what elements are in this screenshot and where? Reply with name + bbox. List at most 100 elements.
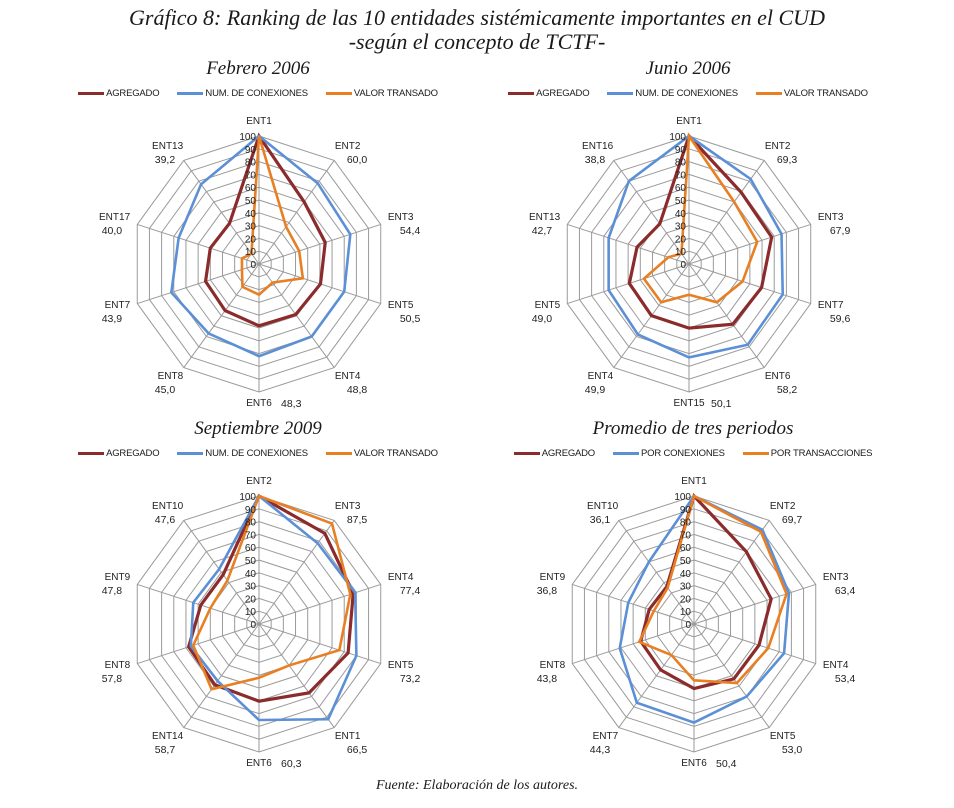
category-label: ENT17 xyxy=(99,212,131,223)
legend-item-agregado: AGREGADO xyxy=(508,88,590,99)
radar-chart: 0102030405060708090100ENT1ENT260,0ENT354… xyxy=(99,116,421,410)
grid-spoke xyxy=(693,623,816,665)
grid-spoke xyxy=(258,623,381,665)
value-label: 49,0 xyxy=(532,313,553,325)
radar-chart: 0102030405060708090100ENT1ENT269,7ENT363… xyxy=(537,476,856,770)
legend-swatch xyxy=(325,452,352,455)
radial-tick-label: 50 xyxy=(680,556,692,567)
radial-tick-label: 50 xyxy=(675,196,687,207)
category-label: ENT4 xyxy=(588,371,614,382)
category-label: ENT4 xyxy=(823,660,849,671)
grid-spoke xyxy=(137,263,260,305)
radial-tick-label: 10 xyxy=(680,607,692,618)
value-label: 36,1 xyxy=(590,514,611,526)
legend-label: VALOR TRANSADO xyxy=(353,88,438,99)
radial-tick-label: 30 xyxy=(245,582,257,593)
legend-swatch xyxy=(613,452,640,455)
value-label: 53,4 xyxy=(835,673,856,685)
grid-spoke xyxy=(688,160,765,265)
series-valor-line xyxy=(642,132,759,304)
value-label: 48,8 xyxy=(347,384,368,396)
legend-swatch xyxy=(508,92,535,95)
legend-label: AGREGADO xyxy=(106,448,160,459)
value-label: 43,9 xyxy=(102,313,123,325)
legend-item-transacciones: POR TRANSACCIONES xyxy=(742,448,873,459)
radial-tick-label: 100 xyxy=(669,132,686,143)
radial-tick-label: 0 xyxy=(250,620,256,631)
radial-tick-label: 20 xyxy=(675,234,687,245)
value-label: 67,9 xyxy=(830,225,851,237)
radial-tick-label: 90 xyxy=(245,505,257,516)
category-label: ENT5 xyxy=(388,300,414,311)
radial-tick-label: 90 xyxy=(675,145,687,156)
category-label: ENT8 xyxy=(105,660,131,671)
figure-title: Gráfico 8: Ranking de las 10 entidades s… xyxy=(129,5,825,30)
value-label: 54,4 xyxy=(400,225,421,237)
value-label: 60,0 xyxy=(347,154,368,166)
legend-item-valor: VALOR TRANSADO xyxy=(325,448,438,459)
legend-swatch xyxy=(325,92,352,95)
category-label: ENT5 xyxy=(770,731,796,742)
grid-spoke xyxy=(258,223,381,265)
legend-item-agregado: AGREGADO xyxy=(78,88,160,99)
category-label: ENT2 xyxy=(765,141,791,152)
radial-tick-label: 90 xyxy=(680,505,692,516)
radial-tick-label: 70 xyxy=(245,170,257,181)
radial-tick-label: 0 xyxy=(680,260,686,271)
legend-label: AGREGADO xyxy=(536,88,590,99)
radar-panel-septiembre-2009: Septiembre 2009 AGREGADO NUM. DE CONEXIO… xyxy=(23,418,493,778)
grid-spoke xyxy=(693,520,770,625)
value-label: 44,3 xyxy=(590,744,611,756)
category-label: ENT3 xyxy=(818,212,844,223)
radial-tick-label: 60 xyxy=(680,543,692,554)
panel-title: Septiembre 2009 xyxy=(194,418,322,439)
value-label: 77,4 xyxy=(400,585,421,597)
radial-tick-label: 100 xyxy=(239,492,256,503)
category-label: ENT4 xyxy=(388,572,414,583)
radial-tick-label: 70 xyxy=(675,170,687,181)
category-label: ENT6 xyxy=(246,398,272,409)
grid-spoke xyxy=(183,263,260,368)
category-label: ENT1 xyxy=(681,476,707,487)
figure-subtitle: -según el concepto de TCTF- xyxy=(348,29,606,54)
grid-spoke xyxy=(572,583,695,625)
radial-tick-label: 60 xyxy=(245,183,257,194)
series-conexiones-line xyxy=(607,134,785,359)
series-agregado-line xyxy=(638,492,773,691)
category-label: ENT1 xyxy=(246,116,272,127)
radar-panel-promedio: Promedio de tres periodos AGREGADO POR C… xyxy=(458,418,928,778)
legend: AGREGADO NUM. DE CONEXIONES VALOR TRANSA… xyxy=(453,88,923,99)
legend-label: VALOR TRANSADO xyxy=(783,88,868,99)
series-conexiones-line xyxy=(618,494,791,724)
legend-label: AGREGADO xyxy=(106,88,160,99)
legend-label: NUM. DE CONEXIONES xyxy=(205,88,308,99)
radial-tick-label: 40 xyxy=(245,569,257,580)
radial-tick-label: 40 xyxy=(675,209,687,220)
value-label: 53,0 xyxy=(782,744,803,756)
legend: AGREGADO NUM. DE CONEXIONES VALOR TRANSA… xyxy=(23,88,493,99)
radial-tick-label: 0 xyxy=(250,260,256,271)
series-conexiones-line xyxy=(169,134,352,358)
radial-tick-label: 50 xyxy=(245,196,257,207)
category-label: ENT9 xyxy=(105,572,131,583)
radial-tick-label: 50 xyxy=(245,556,257,567)
legend-item-agregado: AGREGADO xyxy=(513,448,596,459)
grid-spoke xyxy=(137,623,260,665)
value-label: 73,2 xyxy=(400,673,421,685)
radial-tick-label: 70 xyxy=(680,530,692,541)
legend-item-conexiones: POR CONEXIONES xyxy=(613,448,725,459)
category-label: ENT7 xyxy=(105,300,131,311)
category-label: ENT10 xyxy=(587,501,619,512)
grid-spoke xyxy=(183,623,260,728)
radial-tick-label: 80 xyxy=(680,518,692,529)
grid-spoke xyxy=(688,263,811,305)
legend-label: AGREGADO xyxy=(541,448,596,459)
source-note: Fuente: Elaboración de los autores. xyxy=(375,778,579,793)
legend-label: POR CONEXIONES xyxy=(641,448,725,459)
legend-swatch xyxy=(78,92,105,95)
radial-tick-label: 10 xyxy=(245,247,257,258)
grid-spoke xyxy=(258,623,335,728)
grid-spoke xyxy=(258,583,381,625)
legend-label: POR TRANSACCIONES xyxy=(770,448,873,459)
radial-tick-label: 80 xyxy=(675,158,687,169)
